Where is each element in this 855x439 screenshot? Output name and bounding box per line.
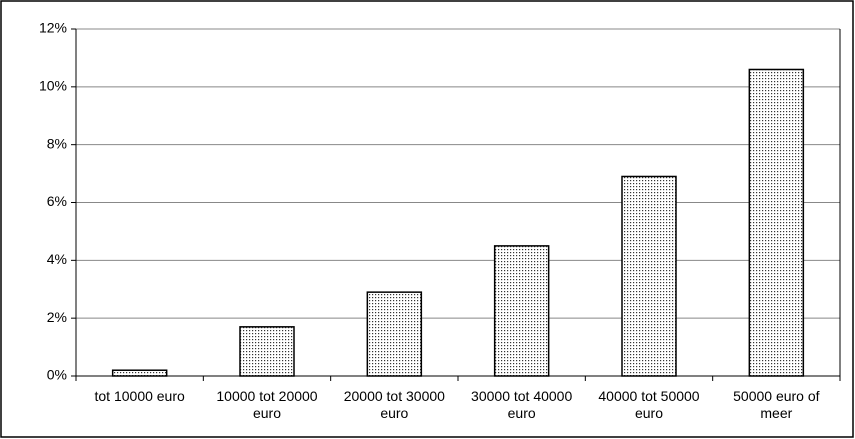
bar [621, 175, 677, 377]
bar [366, 291, 423, 377]
y-tick-label: 2% [47, 309, 67, 325]
x-tick-label: 50000 euro of meer [733, 388, 820, 421]
x-tick-label: 30000 tot 40000 euro [471, 388, 573, 421]
y-tick-label: 12% [39, 20, 67, 36]
y-tick-label: 6% [47, 193, 67, 209]
y-tick-label: 8% [47, 135, 67, 151]
bar [111, 369, 168, 377]
y-tick-label: 0% [47, 367, 67, 383]
x-tick-label: 40000 tot 50000 euro [598, 388, 700, 421]
x-tick-label: 10000 tot 20000 euro [216, 388, 318, 421]
bar [493, 245, 550, 377]
y-tick-label: 10% [39, 78, 67, 94]
x-tick-label: 20000 tot 30000 euro [343, 388, 445, 421]
x-tick-label: tot 10000 euro [94, 388, 185, 404]
bar [239, 326, 295, 377]
y-tick-label: 4% [47, 251, 67, 267]
bar [748, 68, 805, 377]
